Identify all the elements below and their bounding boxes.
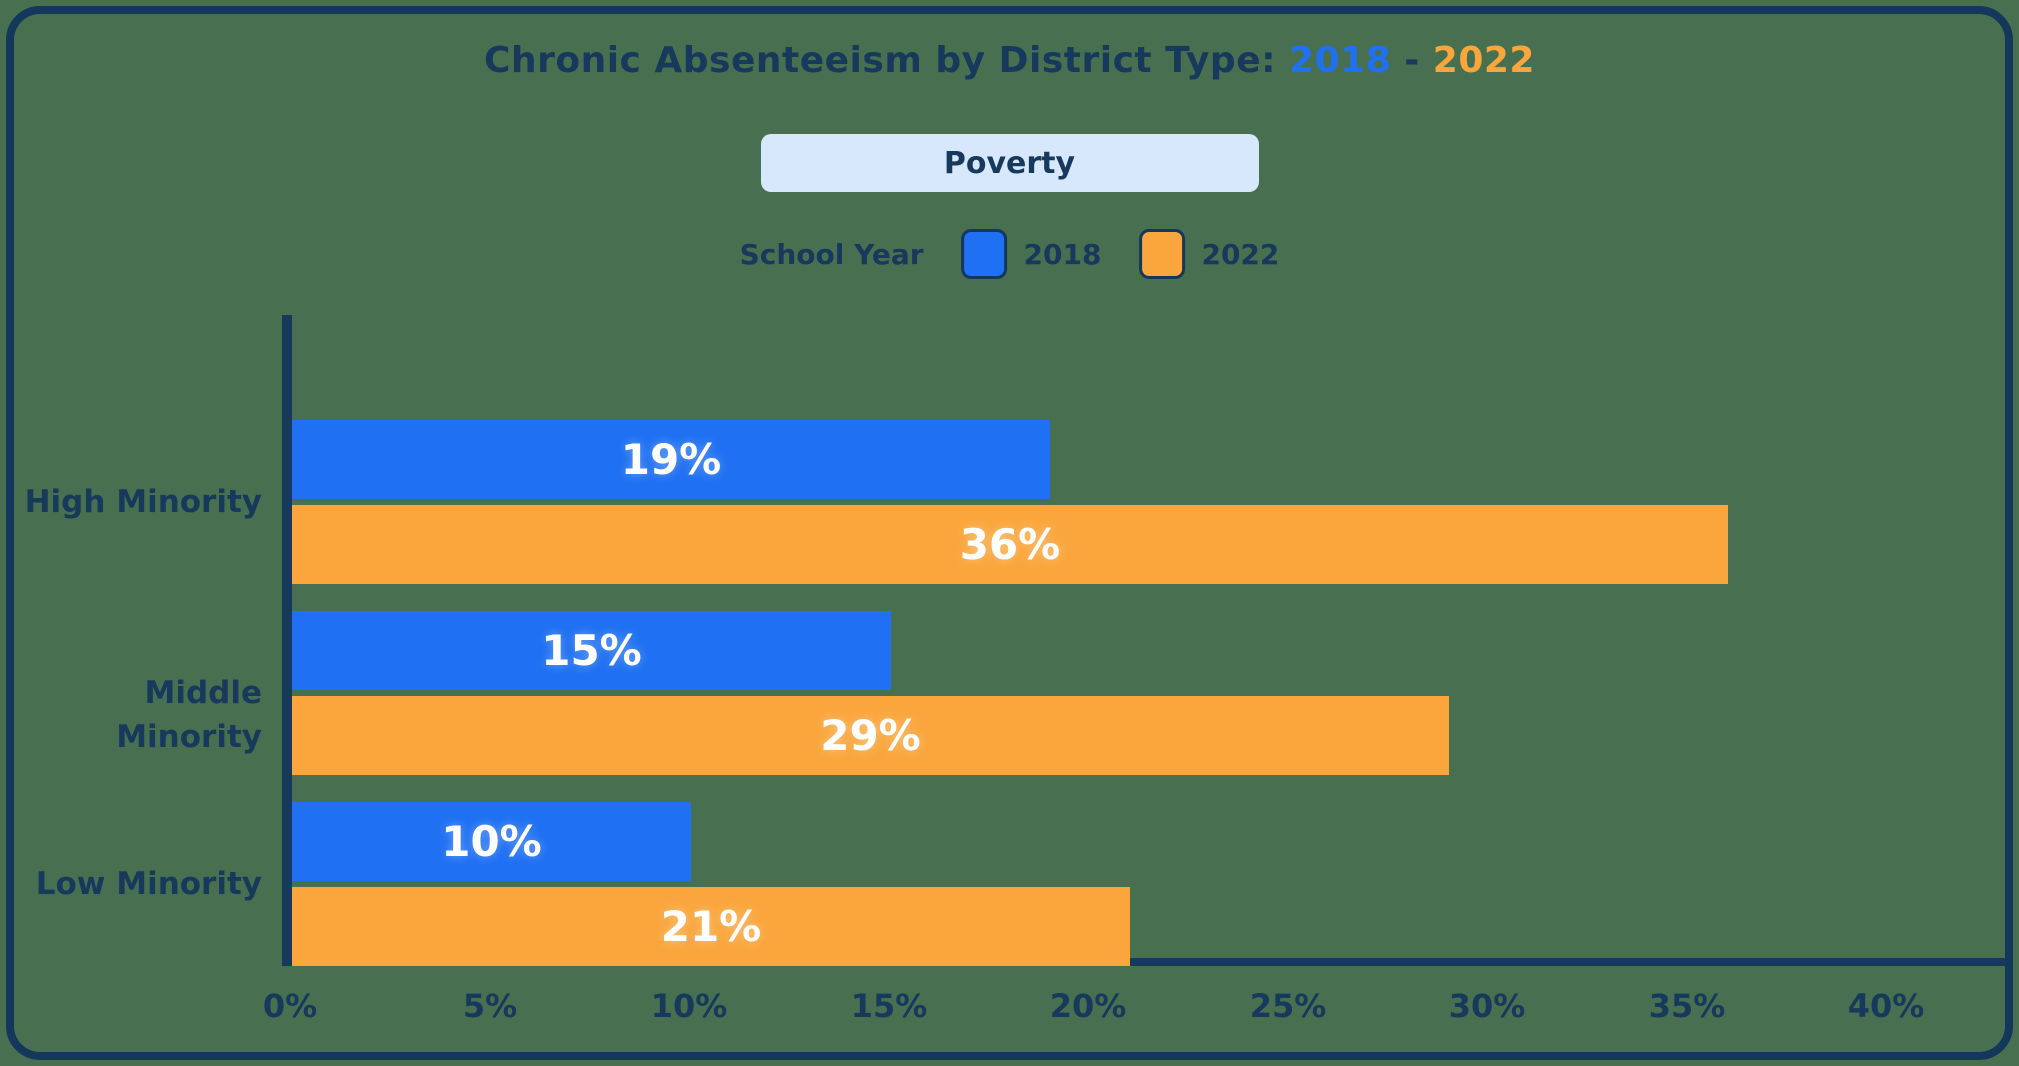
- legend-label-2018: 2018: [1023, 237, 1102, 271]
- bar-2022-high-minority[interactable]: 36%: [292, 505, 1728, 584]
- legend-swatch-2018: [961, 229, 1008, 279]
- chart-title-year-end: 2022: [1432, 40, 1535, 81]
- chart-title-year-start: 2018: [1289, 40, 1392, 81]
- x-tick-label-35pct: 35%: [1648, 987, 1726, 1025]
- x-tick-label-5pct: 5%: [462, 987, 518, 1025]
- chart-title-prefix: Chronic Absenteeism by District Type:: [484, 40, 1290, 81]
- x-tick-label-0pct: 0%: [262, 987, 318, 1025]
- legend: School Year 2018 2022: [739, 226, 1279, 282]
- chart-card-border: [6, 6, 2013, 1060]
- bar-value-label: 21%: [660, 902, 762, 951]
- bar-value-label: 15%: [541, 626, 642, 675]
- poverty-tab-label: Poverty: [943, 145, 1076, 181]
- x-tick-label-25pct: 25%: [1249, 987, 1327, 1025]
- x-tick-label-15pct: 15%: [850, 987, 928, 1025]
- legend-swatch-2022: [1139, 229, 1186, 279]
- bar-2018-low-minority[interactable]: 10%: [292, 802, 691, 881]
- bar-2018-high-minority[interactable]: 19%: [292, 420, 1050, 499]
- x-axis-line: [282, 958, 2005, 966]
- bar-2022-middle-minority[interactable]: 29%: [292, 696, 1449, 775]
- bar-value-label: 36%: [959, 520, 1061, 569]
- x-tick-label-40pct: 40%: [1847, 987, 1925, 1025]
- chart-title-separator: -: [1391, 40, 1433, 81]
- category-label-middle-minority: Middle Minority: [116, 675, 262, 755]
- poverty-tab-button[interactable]: Poverty: [760, 134, 1259, 192]
- bar-2018-middle-minority[interactable]: 15%: [292, 611, 891, 690]
- bar-value-label: 10%: [441, 817, 542, 866]
- x-tick-label-10pct: 10%: [650, 987, 728, 1025]
- chart-title: Chronic Absenteeism by District Type: 20…: [0, 40, 2019, 81]
- y-axis-line: [282, 315, 292, 966]
- bar-value-label: 29%: [820, 711, 921, 760]
- legend-label-2022: 2022: [1201, 237, 1280, 271]
- bar-2022-low-minority[interactable]: 21%: [292, 887, 1130, 966]
- x-tick-label-30pct: 30%: [1448, 987, 1526, 1025]
- legend-title: School Year: [739, 237, 924, 271]
- legend-item-2022[interactable]: 2022: [1139, 229, 1279, 279]
- bar-value-label: 19%: [620, 435, 722, 484]
- legend-item-2018[interactable]: 2018: [961, 229, 1102, 279]
- category-label-low-minority: Low Minority: [35, 866, 262, 902]
- category-label-high-minority: High Minority: [24, 484, 262, 520]
- x-tick-label-20pct: 20%: [1049, 987, 1127, 1025]
